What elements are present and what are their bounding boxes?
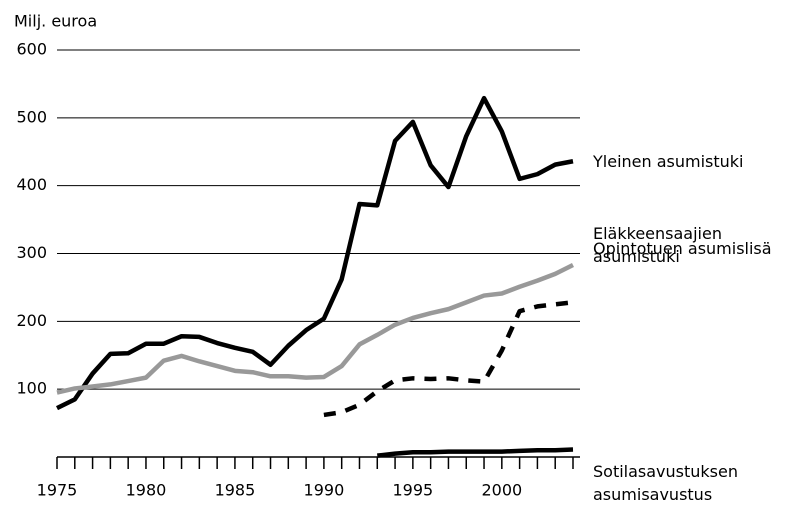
y-tick-label: 400 (16, 175, 47, 194)
legend-label: Yleinen asumistuki (593, 151, 744, 171)
legend-label: Eläkkeensaajien asumistuki (593, 224, 722, 267)
x-tick-label: 1980 (126, 481, 167, 500)
y-tick-label: 100 (16, 379, 47, 398)
legend-label: Sotilasavustuksen asumisavustus (593, 461, 738, 504)
legend-label: Opintotuen asumislisä (593, 238, 772, 258)
series-line (56, 95, 574, 411)
series-line (56, 263, 574, 395)
y-axis-label: Milj. euroa (14, 12, 97, 31)
y-tick-label: 500 (16, 107, 47, 126)
x-tick-label: 2000 (481, 481, 522, 500)
x-tick-label: 1975 (37, 481, 78, 500)
y-tick-label: 200 (16, 311, 47, 330)
y-tick-label: 600 (16, 40, 47, 59)
y-tick-label: 300 (16, 243, 47, 262)
series-line (377, 447, 574, 458)
x-tick-label: 1990 (304, 481, 345, 500)
series-line (323, 300, 574, 418)
x-tick-label: 1995 (393, 481, 434, 500)
x-tick-label: 1985 (215, 481, 256, 500)
